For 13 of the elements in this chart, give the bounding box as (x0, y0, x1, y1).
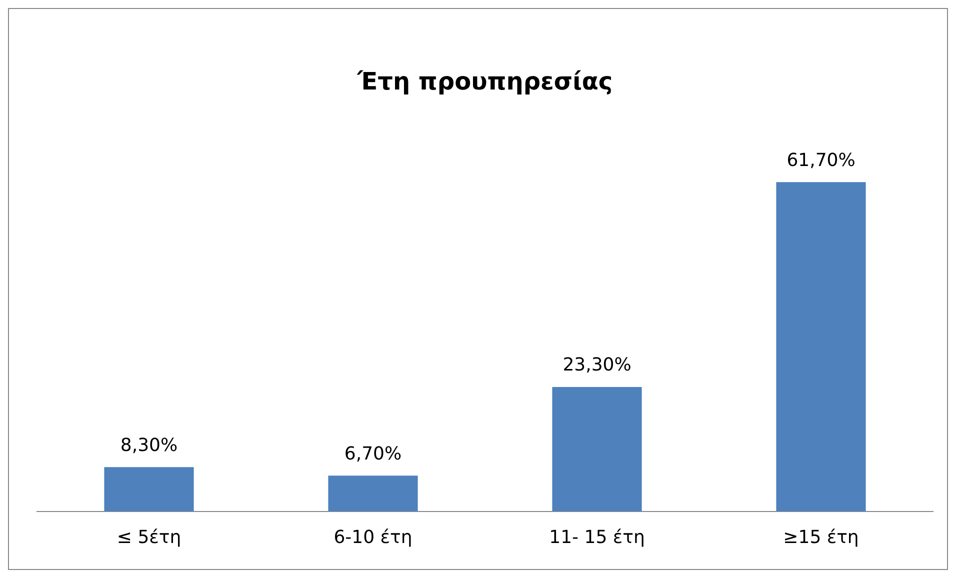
data-label: 8,30% (120, 434, 178, 456)
data-label: 23,30% (562, 354, 632, 376)
x-tick-label: ≥15 έτη (783, 526, 859, 548)
x-tick-label: ≤ 5έτη (116, 526, 182, 548)
bar (552, 387, 642, 512)
bar (104, 467, 194, 512)
chart-title: Έτη προυπηρεσίας (356, 68, 613, 96)
bar (328, 476, 418, 512)
bar (776, 182, 866, 512)
data-label: 61,70% (786, 150, 856, 171)
x-tick-label: 11- 15 έτη (549, 526, 645, 548)
data-label: 6,70% (344, 443, 402, 464)
x-tick-label: 6-10 έτη (334, 526, 412, 548)
